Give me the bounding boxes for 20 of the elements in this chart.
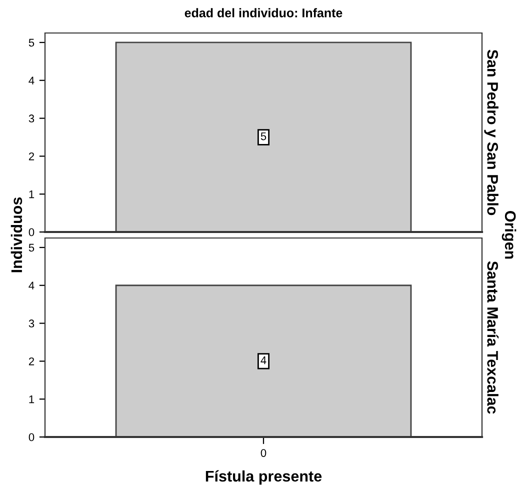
- y-tick-label: 3: [28, 320, 34, 328]
- data-label: 5: [260, 132, 266, 140]
- text: San Pedro y San Pablo: [484, 50, 498, 216]
- y-tick-label: 1: [29, 395, 34, 404]
- y-tick-label: 4: [28, 76, 34, 84]
- y-tick-label: 3: [28, 114, 34, 122]
- y-axis-title: Individuos: [10, 197, 22, 272]
- y-tick-label: 4: [28, 282, 34, 290]
- text: Santa María Texcalac: [487, 261, 499, 414]
- y-tick-label: 5: [28, 244, 34, 252]
- y2-axis-title: Origen: [502, 211, 516, 259]
- chart-title: edad del individuo: Infante: [184, 8, 342, 18]
- y-tick-label: 1: [29, 190, 34, 198]
- y-tick-label: 2: [28, 152, 34, 160]
- y-tick-label: 2: [28, 357, 34, 366]
- y-tick-label: 5: [28, 38, 34, 47]
- data-label: 4: [260, 356, 266, 364]
- y-tick-label: 0: [28, 433, 34, 442]
- y-tick-label: 0: [28, 228, 34, 236]
- x-axis-title: Fístula presente: [206, 470, 322, 485]
